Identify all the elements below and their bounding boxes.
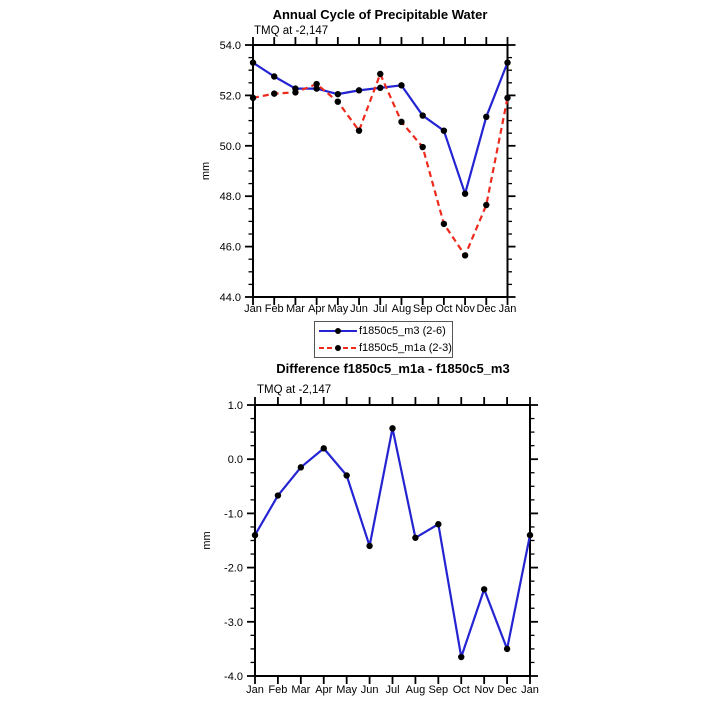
data-point-marker: [297, 464, 305, 471]
x-tick-label: Jun: [361, 684, 379, 696]
data-point-marker: [274, 492, 282, 499]
y-tick-label: 50.0: [220, 141, 241, 153]
x-tick-label: Jun: [350, 303, 368, 315]
data-point-marker: [320, 445, 327, 452]
legend-sample-solid: [319, 328, 357, 335]
data-point-marker: [398, 118, 405, 126]
data-point-marker: [504, 59, 511, 66]
x-tick-label: Nov: [474, 684, 494, 696]
bottom-chart-title: Difference f1850c5_m1a - f1850c5_m3: [276, 361, 510, 376]
plot-frame-0: [252, 44, 509, 298]
data-point-marker: [458, 653, 465, 661]
data-point-marker: [343, 472, 350, 479]
data-point-marker: [377, 70, 384, 78]
y-tick-label: 0.0: [228, 454, 243, 466]
x-tick-label: Apr: [315, 684, 332, 696]
x-tick-label: Jan: [246, 684, 264, 696]
data-point-marker: [440, 127, 448, 134]
x-tick-label: Feb: [268, 684, 287, 696]
y-axis-label: mm: [201, 531, 213, 549]
y-tick-label: 54.0: [220, 40, 241, 52]
x-tick-label: Jul: [385, 684, 399, 696]
data-point-marker: [292, 89, 299, 96]
data-point-marker: [271, 73, 278, 80]
plot-frame-1: [254, 404, 531, 677]
data-point-marker: [355, 87, 363, 94]
y-tick-label: 1.0: [228, 400, 243, 412]
data-point-marker: [271, 90, 278, 97]
data-point-marker: [483, 113, 490, 121]
x-tick-label: Sep: [413, 303, 433, 315]
x-tick-label: Jan: [499, 303, 517, 315]
series-line-difference: [254, 427, 532, 659]
y-tick-label: 48.0: [220, 191, 241, 203]
data-point-marker: [313, 80, 320, 88]
data-point-marker: [398, 82, 405, 89]
x-tick-label: Oct: [453, 684, 470, 696]
x-tick-label: Nov: [455, 303, 475, 315]
data-point-marker: [313, 85, 320, 92]
legend-sample-marker-icon: [335, 344, 341, 351]
series-line-f1850c5_m3-2-6-: [252, 61, 509, 195]
legend-entry-m3: f1850c5_m3 (2-6): [318, 323, 450, 339]
x-tick-label: Sep: [429, 684, 449, 696]
y-tick-label: 52.0: [220, 90, 241, 102]
data-point-marker: [412, 534, 419, 541]
data-point-marker: [526, 531, 534, 539]
y-axis-label: mm: [200, 162, 212, 180]
x-tick-label: Dec: [497, 684, 517, 696]
data-point-marker: [334, 98, 342, 105]
y-tick-label: -4.0: [224, 671, 243, 683]
data-point-marker: [249, 94, 257, 102]
legend-sample-marker-icon: [335, 328, 341, 335]
y-tick-label: 46.0: [220, 242, 241, 254]
legend-entry-m1a: f1850c5_m1a (2-3): [318, 340, 452, 356]
y-tick-label: -1.0: [224, 508, 243, 520]
x-tick-label: Aug: [406, 684, 426, 696]
legend-sample-dashed: [319, 344, 357, 351]
data-point-marker: [355, 127, 363, 134]
data-point-marker: [503, 645, 511, 653]
bottom-chart-subtitle: TMQ at -2,147: [257, 384, 332, 396]
data-point-marker: [461, 252, 469, 259]
x-tick-label: May: [327, 303, 348, 315]
x-tick-label: Oct: [435, 303, 452, 315]
y-tick-label: -2.0: [224, 563, 243, 575]
data-point-marker: [251, 531, 259, 539]
data-point-marker: [440, 220, 448, 228]
x-tick-label: Mar: [286, 303, 305, 315]
x-tick-label: Feb: [265, 303, 284, 315]
legend: f1850c5_m3 (2-6) f1850c5_m1a (2-3): [314, 321, 453, 358]
data-point-marker: [419, 112, 426, 119]
x-tick-label: Aug: [392, 303, 412, 315]
data-point-marker: [377, 84, 384, 92]
x-tick-label: Jul: [373, 303, 387, 315]
data-point-marker: [366, 542, 373, 550]
top-chart-subtitle: TMQ at -2,147: [254, 25, 329, 37]
x-tick-label: Dec: [477, 303, 497, 315]
data-point-marker: [249, 59, 257, 66]
y-tick-label: -3.0: [224, 617, 243, 629]
data-point-marker: [480, 586, 488, 593]
x-tick-label: May: [336, 684, 357, 696]
data-point-marker: [419, 143, 426, 151]
x-tick-label: Jan: [244, 303, 262, 315]
x-tick-label: Apr: [308, 303, 325, 315]
data-point-marker: [334, 90, 342, 98]
data-point-marker: [435, 521, 442, 528]
series-line-f1850c5_m1a-2-3-: [252, 72, 509, 257]
legend-label-m1a: f1850c5_m1a (2-3): [359, 341, 452, 354]
data-point-marker: [461, 190, 469, 197]
y-tick-label: 44.0: [220, 292, 241, 304]
top-chart-title: Annual Cycle of Precipitable Water: [272, 7, 488, 22]
legend-label-m3: f1850c5_m3 (2-6): [359, 325, 446, 338]
x-tick-label: Mar: [291, 684, 310, 696]
data-point-marker: [504, 94, 511, 102]
data-point-marker: [389, 425, 396, 432]
data-point-marker: [483, 201, 490, 209]
x-tick-label: Jan: [521, 684, 539, 696]
